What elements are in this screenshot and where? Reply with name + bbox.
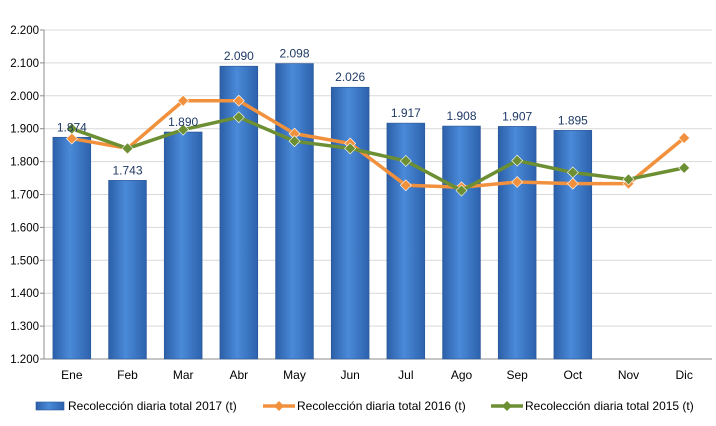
bar xyxy=(163,131,203,360)
series-point xyxy=(399,179,412,192)
series-point xyxy=(232,94,245,107)
x-tick-label: Feb xyxy=(117,368,138,382)
legend-swatch xyxy=(35,401,65,411)
series-point xyxy=(566,166,579,179)
data-label: 1.895 xyxy=(558,113,588,127)
x-tick-label: Dic xyxy=(675,368,692,382)
y-tick-label: 2.000 xyxy=(10,91,39,103)
series-point xyxy=(288,135,301,148)
legend-marker xyxy=(502,401,512,411)
series-point xyxy=(344,142,357,155)
data-label: 2.090 xyxy=(224,49,254,63)
data-labels: 1.874 1.743 1.890 2.090 2.098 2.026 1.917 1.908… xyxy=(57,47,588,178)
legend-label: Recolección diaria total 2016 (t) xyxy=(297,399,466,413)
legend-label: Recolección diaria total 2015 (t) xyxy=(525,399,694,413)
data-label: 1.908 xyxy=(446,109,476,123)
data-label: 2.026 xyxy=(335,70,365,84)
axes: 1.200 1.300 1.400 1.500 1.600 1.700 1.800 1.900… xyxy=(10,25,712,382)
legend-marker xyxy=(274,401,284,411)
bar xyxy=(108,180,147,360)
bar-series-2017 xyxy=(52,63,593,360)
series-point xyxy=(177,123,190,136)
y-tick-label: 1.700 xyxy=(10,190,39,202)
series-point xyxy=(455,184,468,197)
y-tick-label: 1.200 xyxy=(10,354,39,366)
x-tick-label: Jun xyxy=(340,368,359,382)
x-tick-label: Sep xyxy=(506,368,528,382)
series-line xyxy=(71,98,686,190)
x-tick-label: Ago xyxy=(451,368,473,382)
x-tick-label: Ene xyxy=(61,368,83,382)
x-tick-label: Mar xyxy=(173,368,194,382)
bar xyxy=(52,136,92,360)
bar xyxy=(275,63,314,360)
data-label: 1.907 xyxy=(502,109,532,123)
series-point xyxy=(566,177,579,190)
data-label: 1.743 xyxy=(112,163,142,177)
x-tick-label: Abr xyxy=(229,368,248,382)
line-series xyxy=(65,94,691,197)
legend: Recolección diaria total 2017 (t) Recolec… xyxy=(35,399,694,413)
x-tick-label: May xyxy=(283,368,306,382)
series-point xyxy=(65,132,78,145)
y-tick-label: 1.900 xyxy=(10,124,39,136)
bar xyxy=(330,86,370,360)
bar xyxy=(442,125,481,360)
y-tick-label: 2.200 xyxy=(10,25,39,37)
y-tick-label: 1.800 xyxy=(10,157,39,169)
series-point xyxy=(121,142,134,155)
data-label: 1.890 xyxy=(168,115,198,129)
y-tick-label: 1.400 xyxy=(10,288,39,300)
series-point xyxy=(678,131,691,144)
series-line xyxy=(71,115,685,193)
series-point xyxy=(232,111,245,124)
y-tick-label: 1.600 xyxy=(10,222,39,234)
series-point xyxy=(678,161,691,174)
x-tick-label: Jul xyxy=(398,368,413,382)
series-point xyxy=(65,122,78,135)
series-point xyxy=(177,94,190,107)
bar xyxy=(553,130,593,360)
data-label: 1.917 xyxy=(391,106,421,120)
y-tick-label: 1.300 xyxy=(10,321,39,333)
series-point xyxy=(399,155,412,167)
gridlines xyxy=(44,29,712,360)
data-label: 2.098 xyxy=(279,47,309,61)
legend-label: Recolección diaria total 2017 (t) xyxy=(68,399,237,413)
y-tick-label: 1.500 xyxy=(10,255,39,267)
x-tick-label: Nov xyxy=(618,368,639,382)
series-point xyxy=(622,173,635,186)
series-point xyxy=(511,154,524,167)
data-label: 1.874 xyxy=(57,120,87,134)
y-tick-label: 2.100 xyxy=(10,58,39,70)
x-tick-label: Oct xyxy=(563,368,582,382)
series-point xyxy=(511,176,524,188)
